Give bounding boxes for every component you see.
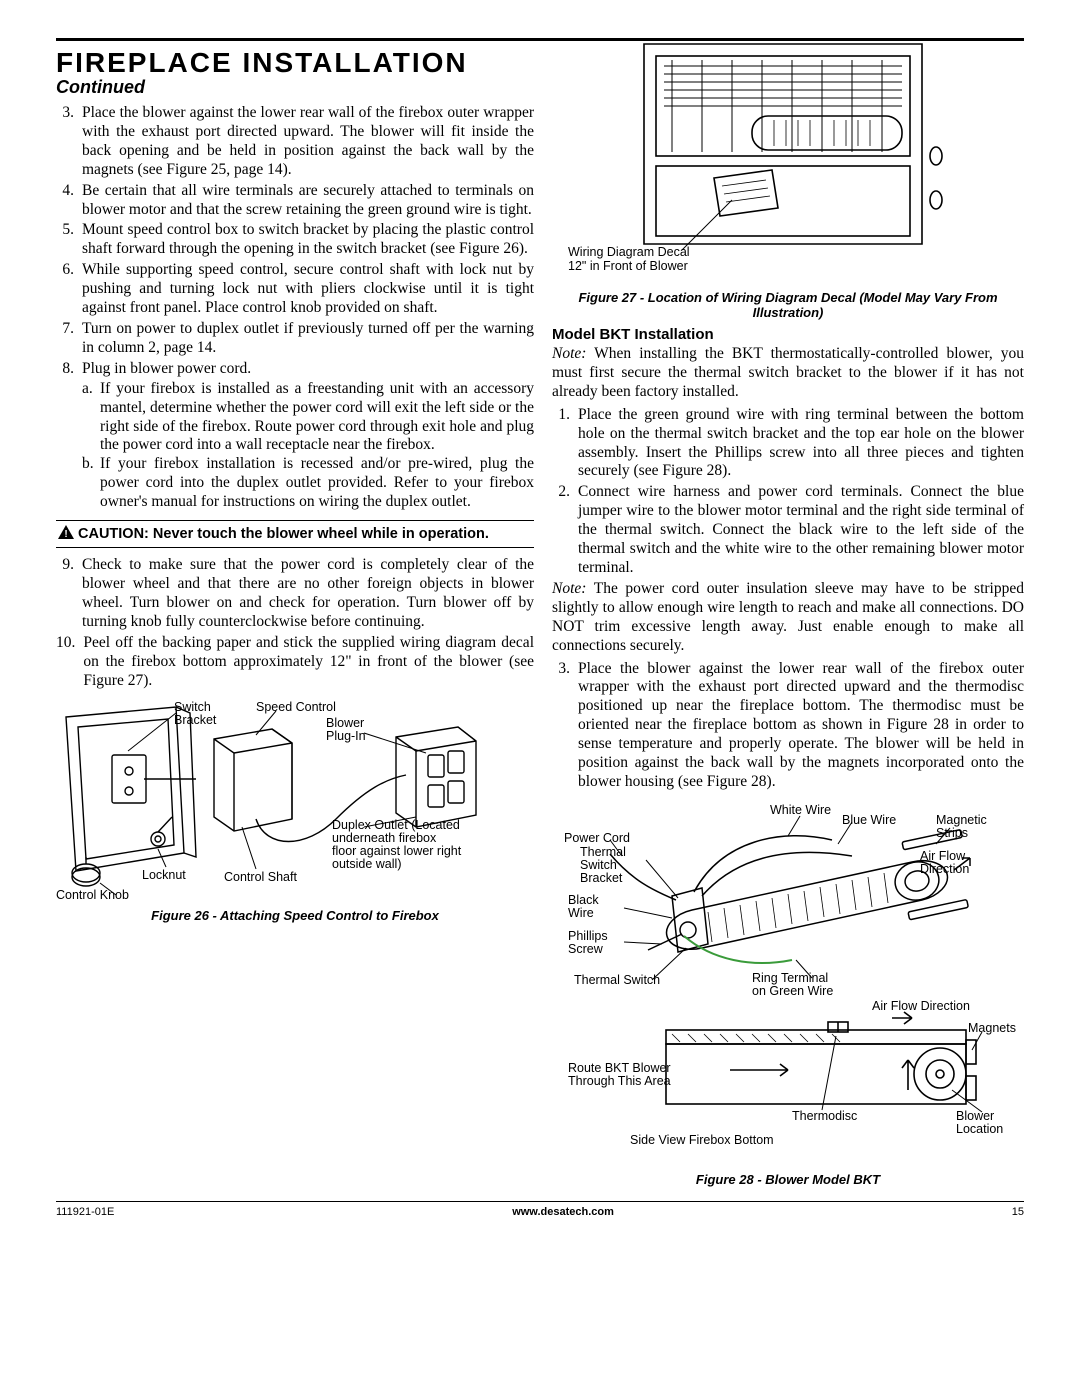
figure-28-svg: Power Cord ThermalSwitchBracket BlackWir…: [552, 800, 1022, 1168]
svg-text:BlowerPlug-In: BlowerPlug-In: [326, 716, 366, 743]
figure-28-caption: Figure 28 - Blower Model BKT: [552, 1172, 1024, 1187]
svg-text:PhillipsScrew: PhillipsScrew: [568, 929, 608, 956]
footer-right: 15: [1012, 1206, 1024, 1218]
note-label: Note:: [552, 580, 586, 597]
step-num: 4.: [56, 182, 82, 220]
note-1: Note: When installing the BKT thermostat…: [552, 345, 1024, 402]
svg-text:Wiring Diagram Decal12" in Fro: Wiring Diagram Decal12" in Front of Blow…: [568, 245, 690, 273]
step-num: 3.: [552, 660, 578, 792]
figure-27-caption: Figure 27 - Location of Wiring Diagram D…: [552, 290, 1024, 320]
svg-text:Control Shaft: Control Shaft: [224, 870, 297, 884]
footer-mid: www.desatech.com: [512, 1206, 614, 1218]
fig26-label: Switch: [174, 700, 211, 714]
svg-text:BlowerLocation: BlowerLocation: [956, 1109, 1003, 1136]
svg-text:Ring Terminalon Green Wire: Ring Terminalon Green Wire: [752, 971, 833, 998]
figure-26: SwitchBracket Speed Control BlowerPlug-I…: [56, 699, 534, 923]
step-text: Turn on power to duplex outlet if previo…: [82, 320, 534, 358]
svg-text:BlackWire: BlackWire: [568, 893, 599, 920]
svg-text:Side View Firebox Bottom: Side View Firebox Bottom: [630, 1133, 774, 1147]
step-num: 7.: [56, 320, 82, 358]
svg-text:Thermal Switch: Thermal Switch: [574, 973, 660, 987]
svg-text:Air FlowDirection: Air FlowDirection: [920, 849, 969, 876]
step-text: Place the blower against the lower rear …: [578, 660, 1024, 792]
left-steps-part1: 3.Place the blower against the lower rea…: [56, 104, 534, 512]
step-num: 10.: [56, 634, 83, 691]
two-column-layout: 3.Place the blower against the lower rea…: [56, 104, 1024, 1187]
step-num: 2.: [552, 483, 578, 578]
footer-left: 111921-01E: [56, 1206, 114, 1218]
figure-26-svg: SwitchBracket Speed Control BlowerPlug-I…: [56, 699, 534, 904]
substep-text: If your firebox is installed as a freest…: [100, 380, 534, 456]
left-steps-part2: 9.Check to make sure that the power cord…: [56, 556, 534, 690]
step-text: Place the green ground wire with ring te…: [578, 406, 1024, 482]
right-steps-part2: 3.Place the blower against the lower rea…: [552, 660, 1024, 792]
svg-text:Route BKT BlowerThrough This A: Route BKT BlowerThrough This Area: [568, 1061, 671, 1088]
svg-text:White Wire: White Wire: [770, 803, 831, 817]
step-text: Connect wire harness and power cord term…: [578, 483, 1024, 578]
svg-text:MagneticStrips: MagneticStrips: [936, 813, 987, 840]
note-2: Note: The power cord outer insulation sl…: [552, 580, 1024, 656]
step-num: 9.: [56, 556, 82, 632]
figure-27: Wiring Diagram Decal12" in Front of Blow…: [552, 36, 1024, 320]
bkt-subhead: Model BKT Installation: [552, 326, 1024, 343]
svg-text:Control Knob: Control Knob: [56, 888, 129, 902]
svg-text:!: !: [64, 529, 67, 539]
svg-text:Locknut: Locknut: [142, 868, 186, 882]
svg-text:Power Cord: Power Cord: [564, 831, 630, 845]
figure-27-svg: Wiring Diagram Decal12" in Front of Blow…: [552, 36, 1022, 286]
caution-text: CAUTION: Never touch the blower wheel wh…: [78, 525, 489, 543]
step-num: 3.: [56, 104, 82, 180]
step-text: Be certain that all wire terminals are s…: [82, 182, 534, 220]
note-label: Note:: [552, 345, 586, 362]
step-text: Place the blower against the lower rear …: [82, 104, 534, 180]
step-num: 5.: [56, 221, 82, 259]
step-text: Mount speed control box to switch bracke…: [82, 221, 534, 259]
svg-text:Thermodisc: Thermodisc: [792, 1109, 857, 1123]
step-text: Plug in blower power cord. a.If your fir…: [82, 360, 534, 512]
step-num: 8.: [56, 360, 82, 512]
left-column: 3.Place the blower against the lower rea…: [56, 104, 534, 1187]
substep-text: If your firebox installation is recessed…: [100, 455, 534, 512]
step-text: Peel off the backing paper and stick the…: [83, 634, 534, 691]
note-2-text: The power cord outer insulation sleeve m…: [552, 580, 1024, 654]
step-text: While supporting speed control, secure c…: [82, 261, 534, 318]
caution-box: ! CAUTION: Never touch the blower wheel …: [56, 520, 534, 548]
svg-text:Duplex Outlet (Locatedundernea: Duplex Outlet (Locatedunderneath firebox…: [332, 818, 462, 871]
svg-text:Blue Wire: Blue Wire: [842, 813, 896, 827]
step-num: 1.: [552, 406, 578, 482]
right-steps-part1: 1.Place the green ground wire with ring …: [552, 406, 1024, 578]
page-footer: 111921-01E www.desatech.com 15: [56, 1201, 1024, 1218]
note-1-text: When installing the BKT thermostatically…: [552, 345, 1024, 400]
step-num: 6.: [56, 261, 82, 318]
svg-text:Air Flow Direction: Air Flow Direction: [872, 999, 970, 1013]
svg-text:ThermalSwitchBracket: ThermalSwitchBracket: [580, 845, 626, 885]
warning-icon: !: [58, 525, 74, 539]
svg-text:Magnets: Magnets: [968, 1021, 1016, 1035]
figure-28: Power Cord ThermalSwitchBracket BlackWir…: [552, 800, 1024, 1187]
substep-num: a.: [82, 380, 100, 456]
substep-num: b.: [82, 455, 100, 512]
right-column: Wiring Diagram Decal12" in Front of Blow…: [552, 104, 1024, 1187]
figure-26-caption: Figure 26 - Attaching Speed Control to F…: [56, 908, 534, 923]
step-text-inner: Plug in blower power cord.: [82, 360, 251, 377]
step-text: Check to make sure that the power cord i…: [82, 556, 534, 632]
fig26-label: Speed Control: [256, 700, 336, 714]
svg-text:SwitchBracket: SwitchBracket: [174, 700, 217, 727]
